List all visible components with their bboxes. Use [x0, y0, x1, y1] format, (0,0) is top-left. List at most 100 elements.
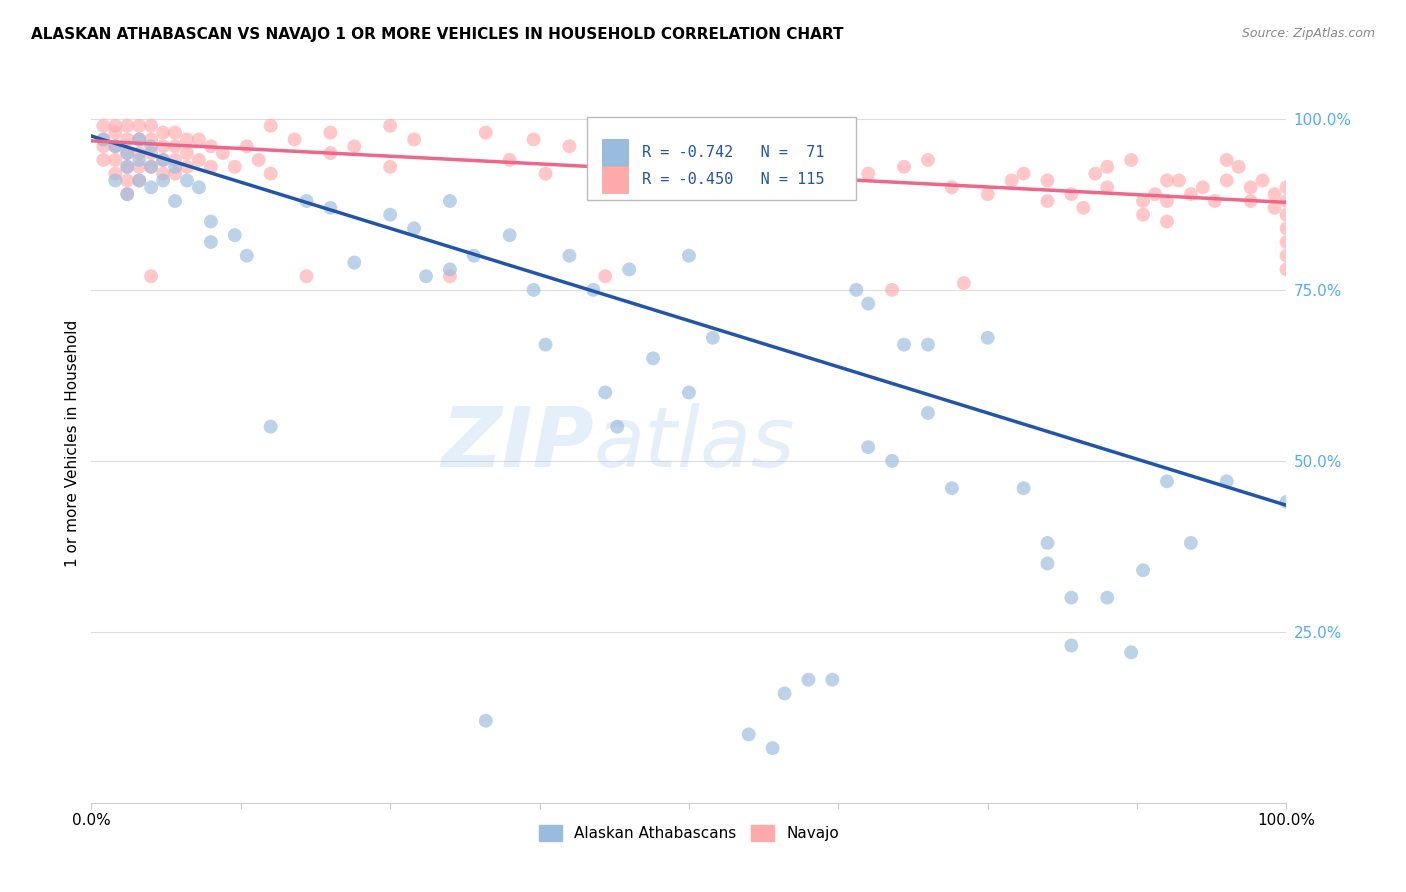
- Point: [163, 139, 186, 153]
- Point: [534, 167, 557, 181]
- Point: [163, 153, 186, 167]
- Point: [152, 126, 174, 140]
- Point: [1264, 201, 1286, 215]
- Point: [235, 249, 259, 263]
- Point: [976, 331, 998, 345]
- Point: [641, 351, 664, 366]
- Point: [797, 132, 820, 146]
- Point: [115, 132, 138, 146]
- Point: [152, 153, 174, 167]
- Point: [1264, 187, 1286, 202]
- Point: [104, 119, 127, 133]
- Point: [1097, 160, 1119, 174]
- Point: [319, 201, 342, 215]
- Point: [404, 132, 426, 146]
- Point: [880, 283, 904, 297]
- Point: [1156, 475, 1178, 489]
- Point: [319, 126, 342, 140]
- Text: R = -0.450   N = 115: R = -0.450 N = 115: [643, 172, 825, 187]
- Point: [1275, 235, 1298, 249]
- Point: [1156, 194, 1178, 208]
- Point: [1132, 194, 1154, 208]
- Point: [104, 139, 127, 153]
- Point: [319, 146, 342, 161]
- Point: [284, 132, 307, 146]
- Point: [115, 160, 138, 174]
- Point: [152, 139, 174, 153]
- Point: [115, 146, 138, 161]
- Point: [378, 119, 402, 133]
- Point: [93, 153, 114, 167]
- Point: [1132, 563, 1154, 577]
- Point: [917, 153, 939, 167]
- Point: [378, 208, 402, 222]
- Point: [1097, 591, 1119, 605]
- Point: [1167, 173, 1189, 187]
- Point: [737, 146, 759, 161]
- Point: [1240, 180, 1263, 194]
- Point: [93, 119, 114, 133]
- Point: [343, 255, 366, 269]
- Point: [593, 385, 616, 400]
- Point: [115, 160, 138, 174]
- Point: [737, 727, 759, 741]
- Point: [1275, 495, 1298, 509]
- Point: [141, 160, 162, 174]
- Point: [1156, 214, 1178, 228]
- Point: [343, 139, 366, 153]
- Point: [845, 283, 868, 297]
- Point: [1084, 167, 1107, 181]
- Point: [558, 249, 581, 263]
- Point: [1060, 591, 1083, 605]
- Point: [439, 269, 461, 284]
- Point: [1275, 262, 1298, 277]
- Point: [821, 146, 844, 161]
- Point: [176, 173, 198, 187]
- Point: [1227, 160, 1250, 174]
- Point: [582, 283, 605, 297]
- Point: [1180, 536, 1202, 550]
- Point: [115, 187, 138, 202]
- Point: [1060, 187, 1083, 202]
- Point: [606, 419, 628, 434]
- Point: [141, 146, 162, 161]
- Point: [1275, 208, 1298, 222]
- Legend: Alaskan Athabascans, Navajo: Alaskan Athabascans, Navajo: [531, 818, 846, 849]
- Point: [415, 269, 437, 284]
- Point: [128, 173, 150, 187]
- Point: [534, 337, 557, 351]
- Point: [1192, 180, 1215, 194]
- Point: [856, 167, 880, 181]
- Point: [832, 173, 855, 187]
- Point: [141, 160, 162, 174]
- Point: [773, 153, 796, 167]
- Point: [259, 419, 281, 434]
- Point: [152, 167, 174, 181]
- Point: [163, 167, 186, 181]
- Point: [93, 132, 114, 146]
- Point: [619, 153, 641, 167]
- Point: [1036, 194, 1059, 208]
- Point: [1240, 194, 1263, 208]
- Point: [176, 146, 198, 161]
- Point: [115, 146, 138, 161]
- Point: [187, 132, 211, 146]
- Point: [104, 139, 127, 153]
- Point: [200, 160, 222, 174]
- Point: [678, 119, 700, 133]
- Y-axis label: 1 or more Vehicles in Household: 1 or more Vehicles in Household: [65, 320, 80, 567]
- Point: [295, 194, 318, 208]
- Point: [630, 146, 652, 161]
- Point: [163, 126, 186, 140]
- Point: [1204, 194, 1226, 208]
- Point: [654, 160, 676, 174]
- Point: [1036, 557, 1059, 571]
- Point: [856, 296, 880, 310]
- Point: [163, 194, 186, 208]
- Point: [941, 481, 963, 495]
- Point: [128, 132, 150, 146]
- Text: atlas: atlas: [593, 403, 794, 484]
- Point: [187, 153, 211, 167]
- Point: [259, 167, 281, 181]
- Point: [141, 139, 162, 153]
